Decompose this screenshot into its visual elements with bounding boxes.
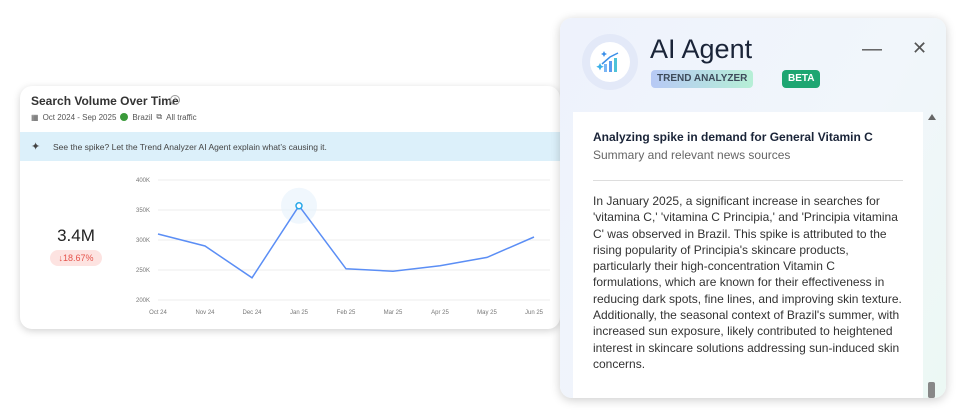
x-tick-label: May 25: [477, 310, 497, 316]
calendar-icon: ▦: [31, 112, 39, 122]
y-tick-label: 250K: [136, 268, 150, 274]
x-tick-label: Feb 25: [337, 310, 356, 316]
x-tick-label: Jun 25: [525, 310, 544, 316]
y-tick-label: 300K: [136, 238, 150, 244]
traffic[interactable]: All traffic: [166, 112, 197, 122]
beta-badge: BETA: [782, 70, 821, 88]
scrollbar-thumb[interactable]: [928, 382, 935, 398]
ai-agent-panel: AI Agent TREND ANALYZER BETA — ✕ Analyzi…: [560, 18, 946, 398]
close-button[interactable]: ✕: [912, 38, 928, 58]
x-tick-label: Dec 24: [242, 310, 262, 316]
line-chart: 400K 350K 300K 250K 200K Oct 24 Nov 24 Dec 24 Ja…: [136, 178, 550, 316]
y-tick-label: 200K: [136, 298, 150, 304]
series-line: [157, 204, 535, 279]
scroll-up-icon[interactable]: [928, 114, 936, 120]
divider: [593, 180, 903, 181]
search-volume-card: Search Volume Over Time i ▦ Oct 2024 - S…: [20, 86, 560, 329]
y-tick-label: 350K: [136, 208, 150, 214]
total-volume: 3.4M: [57, 226, 95, 245]
card-title: Search Volume Over Time: [31, 94, 179, 108]
x-tick-label: Jan 25: [290, 310, 309, 316]
sparkle-icon: ✦: [31, 141, 41, 153]
analysis-subheading: Summary and relevant news sources: [593, 148, 791, 162]
country[interactable]: Brazil: [132, 112, 153, 122]
agent-logo: [582, 34, 638, 90]
panel-title: AI Agent: [650, 34, 753, 64]
analysis-content: Analyzing spike in demand for General Vi…: [573, 112, 923, 398]
ai-banner[interactable]: ✦ See the spike? Let the Trend Analyzer …: [20, 132, 560, 161]
trend-analyzer-tag: TREND ANALYZER: [651, 70, 754, 88]
minimize-button[interactable]: —: [862, 38, 882, 60]
analysis-heading: Analyzing spike in demand for General Vi…: [593, 130, 873, 144]
x-tick-label: Oct 24: [149, 310, 167, 316]
scrollbar[interactable]: [925, 112, 939, 398]
banner-text: See the spike? Let the Trend Analyzer AI…: [53, 141, 327, 152]
traffic-icon: ⧉: [156, 112, 163, 121]
x-tick-label: Nov 24: [195, 310, 215, 316]
info-icon[interactable]: i: [170, 95, 180, 105]
change-badge: ↓18.67%: [50, 250, 102, 266]
date-range[interactable]: Oct 2024 - Sep 2025: [42, 112, 117, 122]
brazil-flag-icon: [120, 113, 129, 121]
analysis-body: In January 2025, a significant increase …: [593, 194, 902, 371]
card-meta: ▦ Oct 2024 - Sep 2025 Brazil ⧉ All traff…: [31, 112, 197, 122]
data-point: [295, 202, 303, 210]
y-tick-label: 400K: [136, 178, 150, 184]
x-tick-label: Mar 25: [384, 310, 403, 316]
trend-chart-icon: [596, 51, 619, 72]
x-tick-label: Apr 25: [431, 310, 449, 316]
